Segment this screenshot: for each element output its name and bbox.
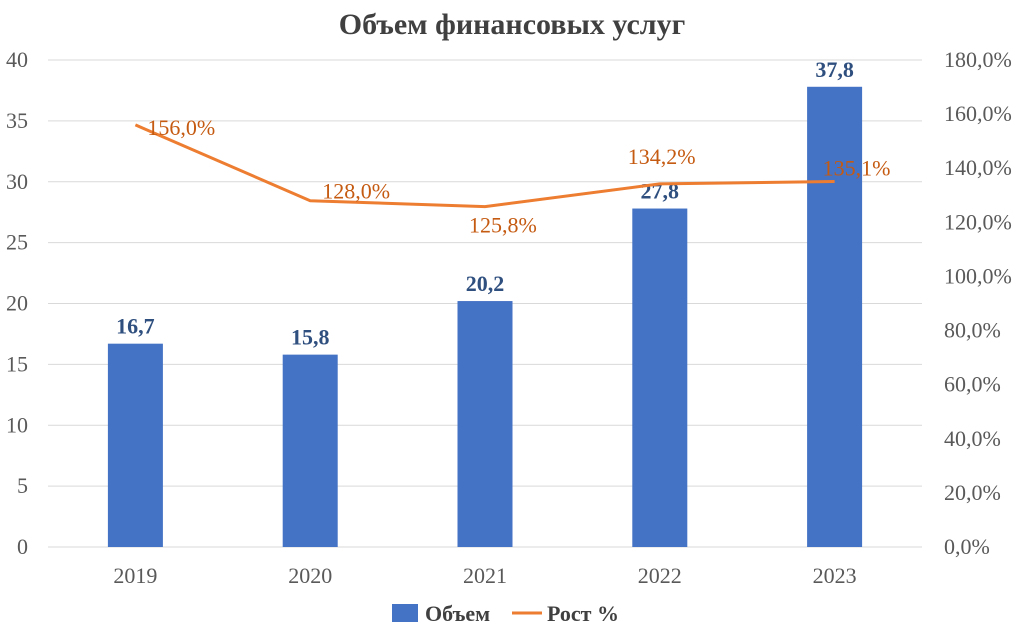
x-tick-label: 2022: [638, 563, 682, 588]
legend-label-growth: Рост %: [547, 601, 619, 626]
line-data-label: 135,1%: [823, 155, 891, 180]
bar: [457, 301, 513, 547]
bar-data-label: 16,7: [116, 314, 155, 339]
legend-label-volume: Объем: [425, 601, 490, 626]
y-right-tick-label: 120,0%: [944, 209, 1012, 234]
y-left-tick-label: 0: [17, 534, 28, 559]
legend: Объем Рост %: [392, 601, 619, 626]
y-left-tick-label: 25: [6, 230, 28, 255]
y-right-tick-label: 140,0%: [944, 155, 1012, 180]
growth-line: [134, 123, 835, 209]
bar-data-label: 37,8: [815, 57, 854, 82]
bar: [282, 354, 338, 547]
y-left-tick-label: 5: [17, 473, 28, 498]
bar-data-label: 20,2: [466, 271, 505, 296]
y-right-tick-label: 0,0%: [944, 534, 990, 559]
y-left-tick-label: 10: [6, 412, 28, 437]
bar: [807, 86, 863, 547]
line-data-label: 125,8%: [469, 213, 537, 238]
legend-swatch-volume: [392, 604, 418, 622]
y-left-tick-label: 15: [6, 351, 28, 376]
x-tick-label: 2019: [113, 563, 157, 588]
x-tick-label: 2020: [288, 563, 332, 588]
y-right-tick-label: 60,0%: [944, 372, 1001, 397]
y-left-tick-label: 40: [6, 47, 28, 72]
y-left-tick-label: 30: [6, 169, 28, 194]
bar-series: 16,7 15,820,227,837,8: [107, 57, 863, 547]
line-data-label: 156,0%: [147, 115, 215, 140]
chart-title: Объем финансовых услуг: [339, 8, 685, 41]
y-right-tick-label: 100,0%: [944, 263, 1012, 288]
y-right-tick-label: 160,0%: [944, 101, 1012, 126]
bar-data-label: 15,8: [291, 325, 330, 350]
bar: [107, 343, 163, 547]
y-left-tick-label: 20: [6, 291, 28, 316]
line-data-label: 134,2%: [628, 144, 696, 169]
y-axis-left: 0 5 10 15 20 25 30 35 40: [6, 47, 28, 559]
y-axis-right: 0,0% 20,0% 40,0% 60,0% 80,0% 100,0% 120,0% 140,…: [944, 47, 1012, 559]
y-right-tick-label: 180,0%: [944, 47, 1012, 72]
x-axis: 2019 2020 2021 2022 2023: [113, 563, 856, 588]
y-right-tick-label: 40,0%: [944, 426, 1001, 451]
line-series: 156,0% 128,0% 125,8% 134,2% 135,1%: [134, 115, 891, 238]
y-right-tick-label: 80,0%: [944, 318, 1001, 343]
y-right-tick-label: 20,0%: [944, 480, 1001, 505]
line-data-label: 128,0%: [322, 179, 390, 204]
y-left-tick-label: 35: [6, 108, 28, 133]
x-tick-label: 2021: [463, 563, 507, 588]
bar: [632, 208, 688, 547]
x-tick-label: 2023: [813, 563, 857, 588]
